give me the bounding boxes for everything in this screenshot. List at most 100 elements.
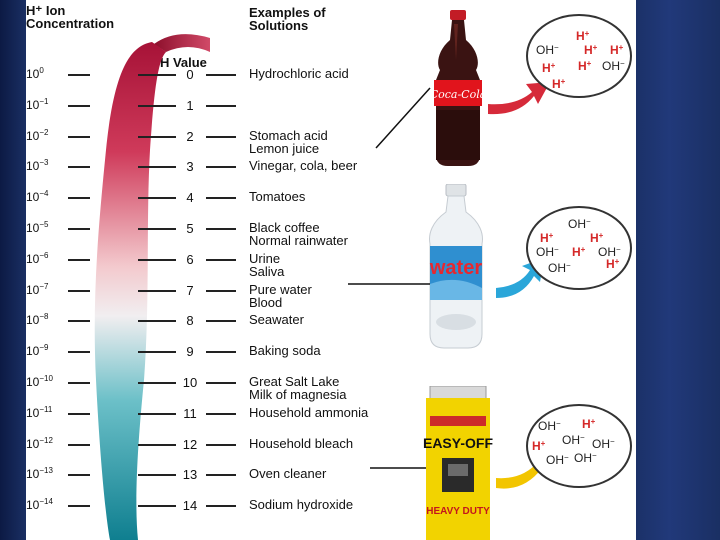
example-solution-label: Household ammonia [249,404,369,420]
concentration-base: 10 [26,97,40,112]
ion-symbol: OH [546,453,564,467]
h-ion-concentration-label: 10−6 [26,251,48,266]
ph-scale-figure: H⁺ Ion Concentration Examples of Solutio… [26,0,636,540]
ph-left-tick [138,412,176,415]
ion-charge: − [592,451,597,460]
hydroxide-ion: OH− [602,58,625,72]
base-ion-circle: OH− H+ H+ OH− OH− OH− OH− [526,404,632,488]
ph-right-tick [206,382,236,384]
ph-value: 1 [186,97,194,113]
concentration-base: 10 [26,344,40,359]
hydrogen-ion: H+ [540,230,553,244]
concentration-header-line2: Concentration [26,16,115,31]
ion-charge: − [620,59,625,68]
ion-symbol: OH [562,433,580,447]
concentration-base: 10 [26,251,40,266]
concentration-tick [68,382,90,384]
ph-left-tick [138,258,176,261]
ion-charge: + [618,43,624,52]
ion-charge: − [610,437,615,446]
cola-label-text: Coca-Cola [430,88,487,101]
ph-left-tick [138,351,176,354]
acid-arrow-icon [488,82,550,115]
slide-background-left [0,0,26,540]
examples-header-line1: Examples of [249,5,326,20]
ph-left-tick [138,135,176,138]
concentration-base: 10 [26,159,40,174]
ph-value: 5 [186,221,194,236]
ribbon-fold [154,34,210,52]
ion-charge: + [548,231,554,240]
hydroxide-ion: OH− [568,216,591,230]
ion-symbol: OH [548,261,566,275]
concentration-exponent: −11 [39,404,53,414]
hydrogen-ion: H+ [584,42,597,56]
concentration-tick [68,228,90,230]
ph-left-tick [138,166,176,169]
hydroxide-ion: OH− [536,42,559,56]
h-ion-concentration-label: 10−5 [26,220,48,235]
example-solution-label: Seawater [249,312,304,328]
ph-right-tick [206,289,236,292]
examples-header: Examples of Solutions [249,6,326,32]
ph-value: 0 [186,67,194,82]
ion-charge: − [566,261,571,270]
concentration-exponent: −8 [39,312,49,322]
concentration-tick [68,74,90,76]
h-ion-concentration-label: 10−12 [26,436,53,451]
h-ion-concentration-label: 10−4 [26,189,48,204]
hydroxide-ion: OH− [562,432,585,446]
ion-symbol: OH [592,437,610,451]
h-ion-concentration-label: 10−7 [26,282,48,297]
ion-symbol: OH [574,451,592,465]
ph-value: 2 [186,128,194,144]
ion-symbol: OH [536,245,554,259]
ph-right-tick [206,505,236,508]
concentration-tick [68,474,90,477]
concentration-exponent: −13 [39,466,53,476]
ph-value: 4 [186,190,194,206]
ion-symbol: H [606,257,615,271]
concentration-tick [68,289,90,292]
neutral-ion-circle: OH− H+ H+ OH− H+ OH− OH− H+ [526,206,632,290]
ph-right-tick [206,228,236,230]
ion-charge: + [598,231,604,240]
ion-charge: − [554,43,559,52]
concentration-tick [68,166,90,169]
hydrogen-ion: H+ [610,42,623,56]
ion-charge: − [580,433,585,442]
ion-symbol: H [610,43,619,57]
concentration-header: H⁺ Ion Concentration [26,4,114,30]
hydroxide-ion: OH− [546,452,569,466]
concentration-base: 10 [26,467,40,482]
ion-symbol: H [582,417,591,431]
ion-symbol: H [572,245,581,259]
concentration-exponent: −12 [39,435,53,445]
hydrogen-ion: H+ [542,60,555,74]
ph-value: 10 [182,375,198,390]
example-solution-label: Pure water [249,281,312,297]
hydroxide-ion: OH− [574,450,597,464]
example-solution-label: Stomach acid [249,127,328,143]
example-solution-label: Milk of magnesia [249,387,347,402]
concentration-base: 10 [26,190,40,205]
concentration-tick [68,412,90,415]
concentration-base: 10 [26,282,40,297]
ph-value-header: pH Value [152,55,207,70]
ion-symbol: OH [568,217,586,231]
ion-symbol: H [590,231,599,245]
cola-bottle-icon: Coca-Cola [430,10,487,166]
ph-right-tick [206,166,236,169]
hydroxide-ion: OH− [598,244,621,258]
ph-right-tick [206,135,236,138]
concentration-exponent: −6 [39,250,49,260]
h-ion-concentration-label: 10−13 [26,466,53,481]
concentration-tick [68,135,90,138]
concentration-base: 10 [26,128,40,143]
hydroxide-ion: OH− [536,244,559,258]
ph-right-tick [206,474,236,477]
ph-left-tick [138,474,176,477]
ph-left-tick [138,197,176,200]
ph-value: 8 [186,313,194,329]
h-ion-concentration-label: 10−8 [26,312,48,327]
